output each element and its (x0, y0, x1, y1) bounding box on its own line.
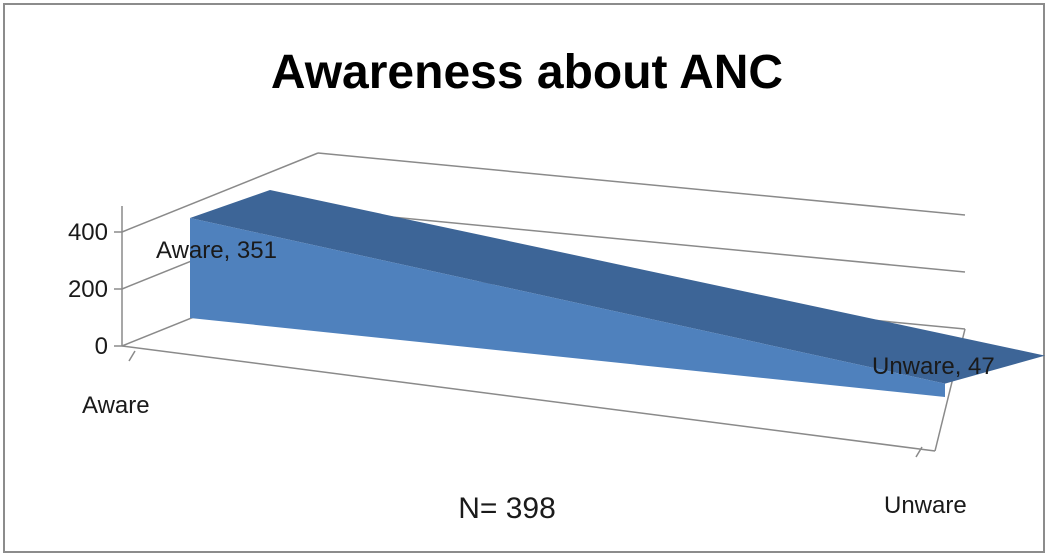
y-tick-label: 400 (68, 219, 108, 246)
data-label: Unware, 47 (872, 353, 995, 380)
area-top-face (190, 189, 1045, 384)
floor-front-edge (121, 345, 936, 452)
x-tick-mark (915, 446, 923, 458)
area-front-face (190, 217, 945, 397)
category-labels: Aware Unware (82, 392, 967, 519)
gridline-side (121, 152, 319, 233)
y-tick-labels: 0 200 400 (68, 219, 108, 360)
gridline-back (317, 152, 966, 216)
chart-title: Awareness about ANC (271, 46, 783, 99)
area-series (190, 189, 1045, 397)
axes (114, 206, 923, 458)
data-labels: Aware, 351 Unware, 47 (156, 237, 995, 380)
gridline-back (317, 209, 966, 273)
x-tick-mark (128, 350, 136, 362)
y-tick-label: 200 (68, 276, 108, 303)
y-tick-label: 0 (95, 333, 108, 360)
sample-size-note: N= 398 (458, 492, 556, 525)
category-label: Aware (82, 392, 150, 419)
category-label: Unware (884, 492, 967, 519)
data-label: Aware, 351 (156, 237, 277, 264)
